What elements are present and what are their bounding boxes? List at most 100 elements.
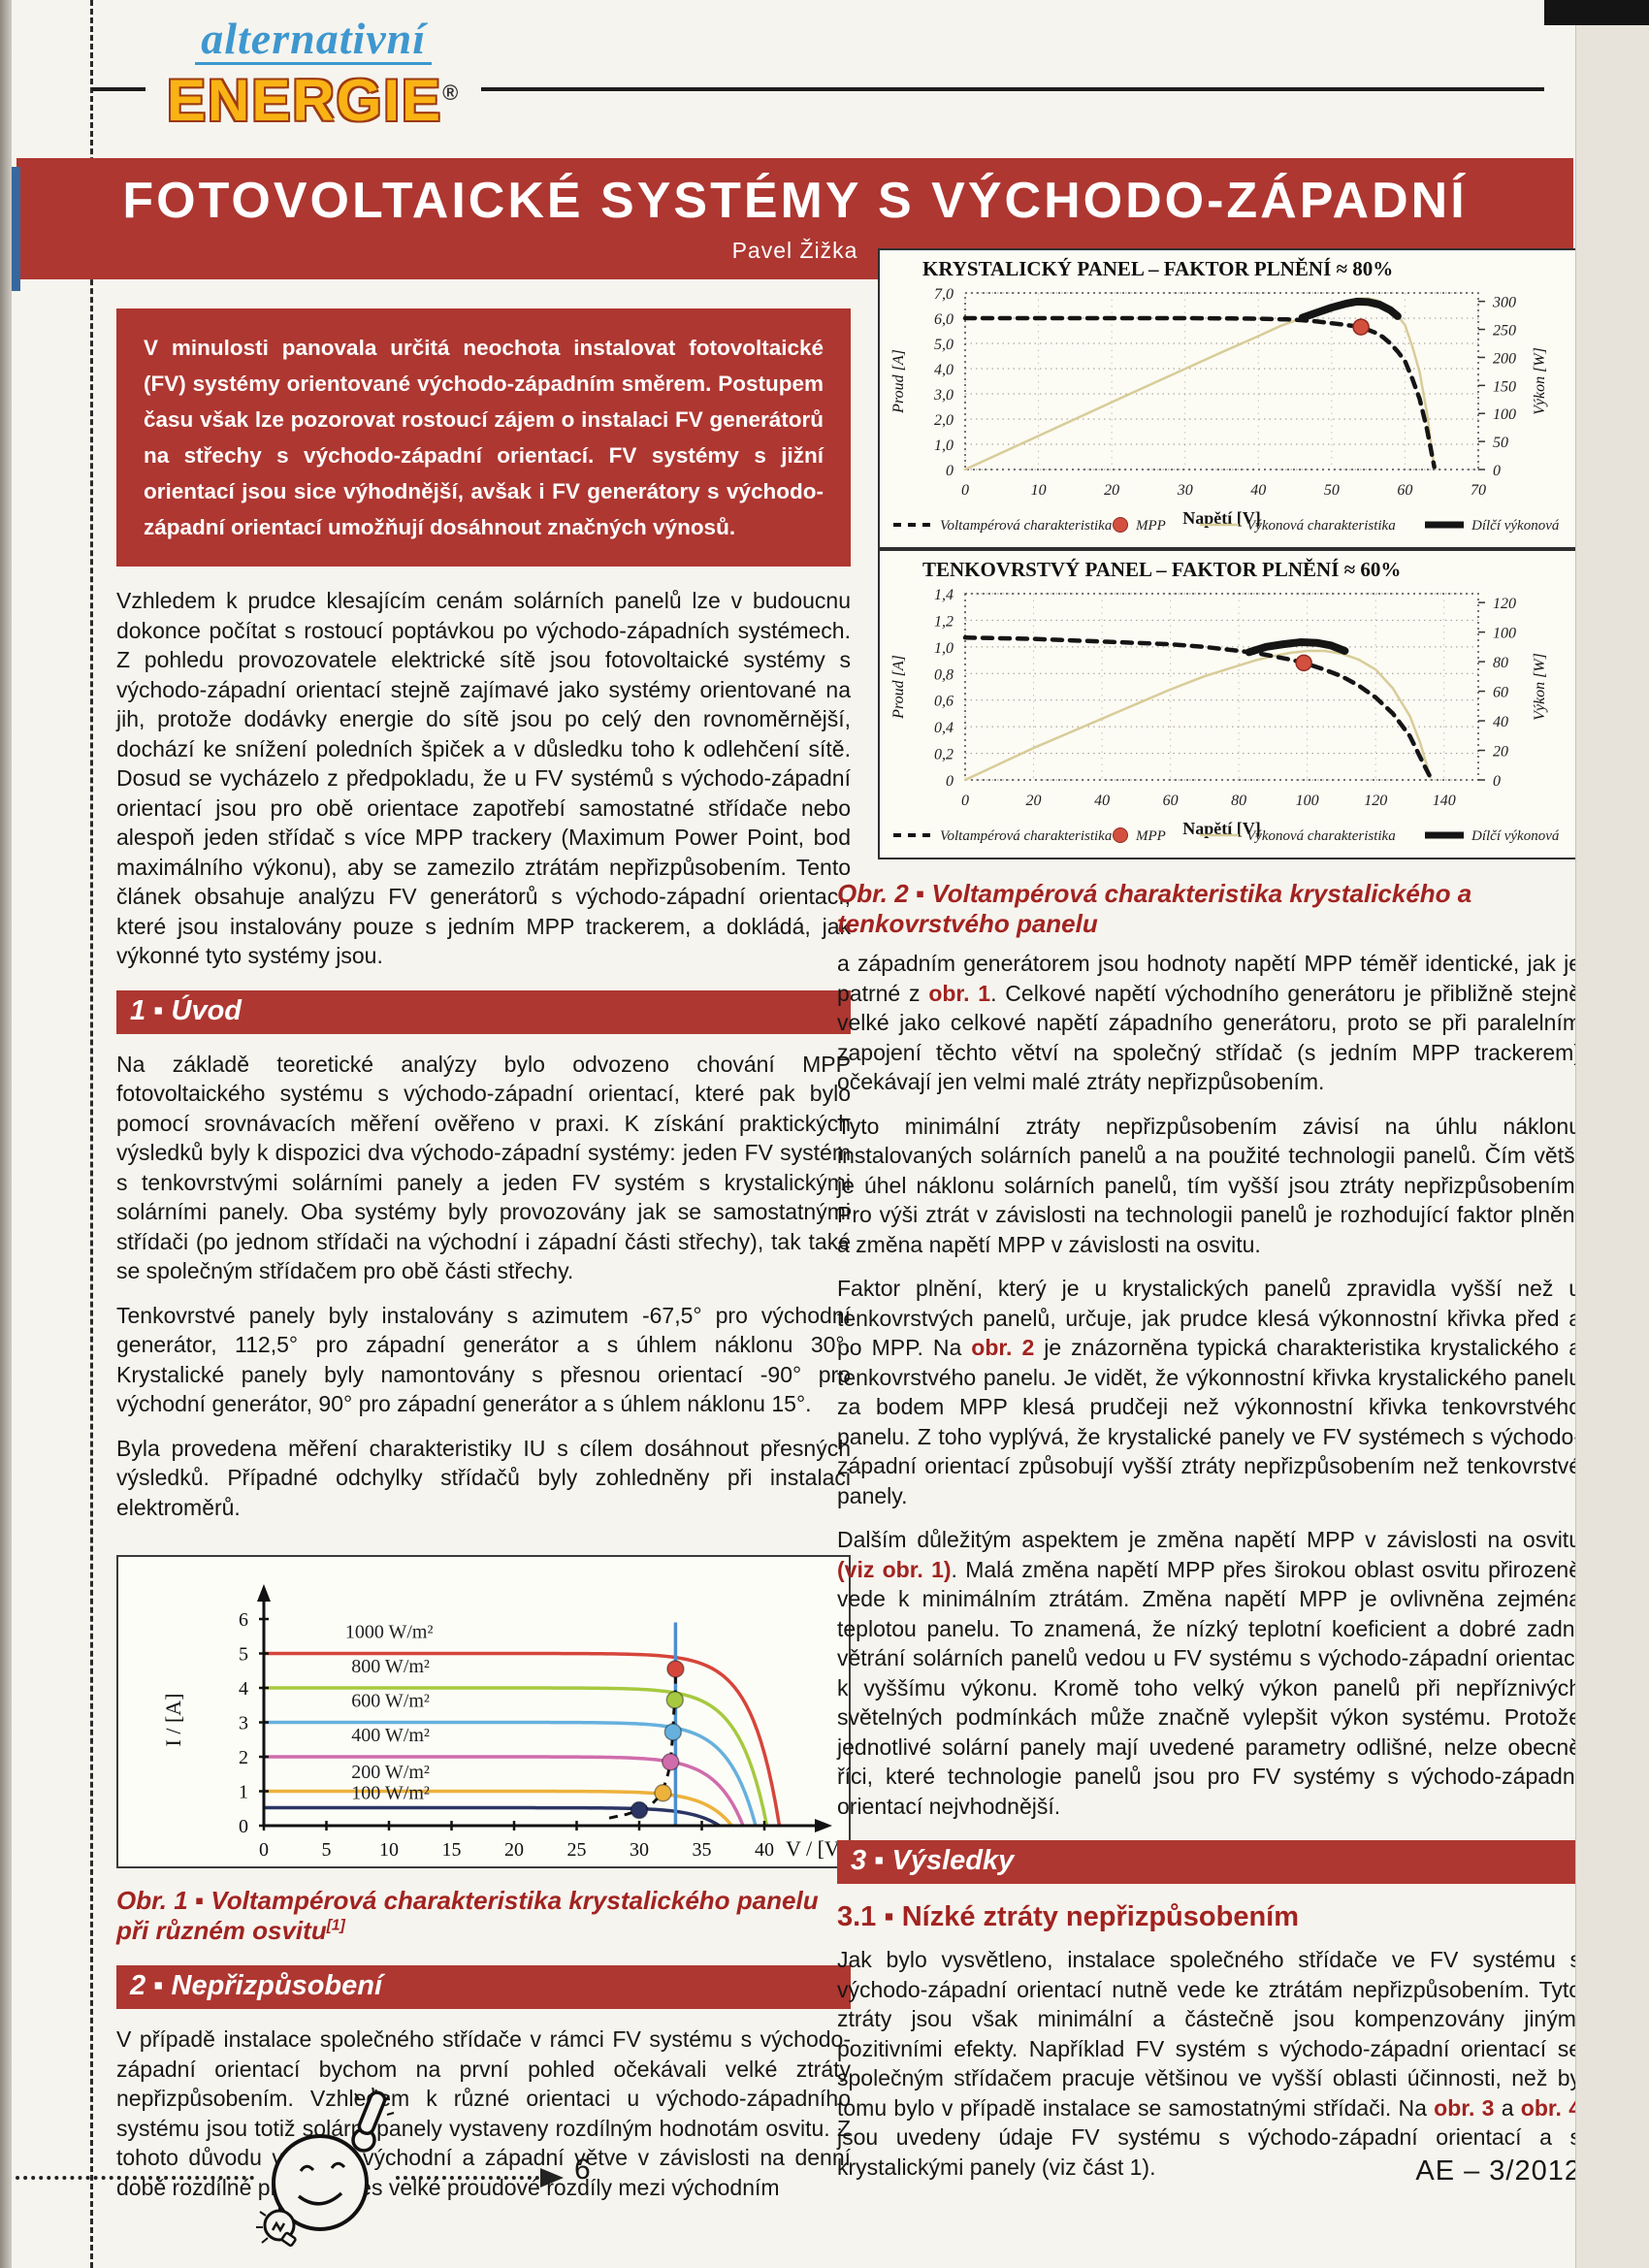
svg-text:0,6: 0,6 [934,694,954,710]
paragraph: a západním generátorem jsou hodnoty napě… [837,951,1581,1094]
svg-text:1000 W/m²: 1000 W/m² [345,1622,434,1643]
masthead-rule [92,87,1544,91]
svg-text:TENKOVRSTVÝ PANEL – FAKTOR PLN: TENKOVRSTVÝ PANEL – FAKTOR PLNĚNÍ ≈ 60% [922,558,1401,581]
svg-text:100: 100 [1493,626,1516,642]
footer-arrow-icon [540,2168,564,2187]
svg-text:10: 10 [379,1839,399,1861]
svg-text:2: 2 [239,1747,248,1768]
svg-text:1,4: 1,4 [934,587,954,603]
svg-text:70: 70 [1471,482,1486,499]
svg-text:20: 20 [1104,482,1119,499]
svg-text:60: 60 [1493,685,1508,701]
svg-text:0: 0 [239,1816,248,1837]
svg-text:120: 120 [1364,793,1387,809]
article-author: Pavel Žižka [731,238,858,263]
svg-text:0: 0 [946,463,954,479]
svg-text:200 W/m²: 200 W/m² [351,1762,430,1783]
svg-text:0: 0 [946,773,954,790]
paragraph: Dalším důležitým aspektem je změna napět… [837,1527,1582,1819]
footer-dotted-rule-right [396,2176,539,2180]
svg-text:Výkonová charakteristika: Výkonová charakteristika [1246,828,1396,844]
svg-text:35: 35 [693,1839,712,1861]
figure1-box: 0 5 10 15 20 25 30 35 40 0 1 2 3 4 5 6 V / [V] I / [A] 100… [116,1555,851,1868]
chart-tenkovrstvy-panel: 0 20 40 60 80 100 120 140 0 0,2 0,4 0,6 0,8 1,0 1,2 1,4… [890,558,1560,844]
paragraph: Jak bylo vysvětleno, instalace společnéh… [837,1947,1582,2180]
svg-text:V / [V]: V / [V] [786,1836,847,1861]
svg-text:30: 30 [1177,482,1193,499]
svg-text:4,0: 4,0 [934,362,954,378]
svg-text:MPP: MPP [1135,518,1166,534]
page-number: 6 [574,2154,591,2186]
svg-text:Výkonová charakteristika: Výkonová charakteristika [1246,518,1396,534]
chart-iv-irradiance: 0 5 10 15 20 25 30 35 40 0 1 2 3 4 5 6 V / [V] I / [A] 100… [161,1584,847,1861]
svg-text:800 W/m²: 800 W/m² [351,1656,430,1677]
svg-text:MPP: MPP [1135,828,1166,844]
logo-word-energie: ENERGIE® [167,68,461,133]
svg-text:5,0: 5,0 [934,337,954,353]
masthead-logo: alternativní ENERGIE® [146,16,482,133]
paragraph: Faktor plnění, který je u krystalických … [837,1276,1582,1508]
svg-text:4: 4 [239,1678,248,1700]
figure2-caption: Obr. 2 ▪ Voltampérová charakteristika kr… [837,879,1472,938]
svg-text:Proud [A]: Proud [A] [890,349,907,414]
svg-text:60: 60 [1397,482,1412,499]
svg-text:20: 20 [1026,793,1042,809]
svg-text:100: 100 [1296,793,1319,809]
right-column: Obr. 2 ▪ Voltampérová charakteristika kr… [837,861,1581,2196]
svg-text:20: 20 [504,1839,524,1861]
svg-text:50: 50 [1324,482,1340,499]
svg-text:60: 60 [1163,793,1179,809]
figure1-caption: Obr. 1 ▪ Voltampérová charakteristika kr… [116,1886,819,1945]
svg-text:100: 100 [1493,406,1516,423]
svg-text:0: 0 [1493,463,1501,479]
svg-text:80: 80 [1231,793,1246,809]
svg-text:40: 40 [1250,482,1266,499]
svg-text:40: 40 [755,1839,774,1861]
svg-text:0,4: 0,4 [934,720,954,736]
svg-text:Voltampérová charakteristika: Voltampérová charakteristika [940,518,1112,534]
svg-text:50: 50 [1493,435,1508,451]
paragraph: Na základě teoretické analýzy bylo odvoz… [116,1051,851,1284]
svg-text:0: 0 [961,793,969,809]
svg-text:0: 0 [1493,773,1501,790]
svg-text:0: 0 [961,482,969,499]
svg-text:Napětí [V]: Napětí [V] [1182,508,1260,528]
svg-text:120: 120 [1493,596,1516,612]
section-heading-neprizpusobeni: 2 ▪ Nepřizpůsobení [116,1965,851,2009]
svg-text:Napětí [V]: Napětí [V] [1182,819,1260,838]
section-heading-uvod: 1 ▪ Úvod [116,989,851,1034]
svg-text:2,0: 2,0 [934,412,954,429]
svg-text:300: 300 [1492,295,1516,311]
svg-text:KRYSTALICKÝ PANEL – FAKTOR PLN: KRYSTALICKÝ PANEL – FAKTOR PLNĚNÍ ≈ 80% [922,257,1393,280]
subsection-heading-nizke-ztraty: 3.1 ▪ Nízké ztráty nepřizpůsobením [837,1901,1300,1932]
paragraph: Byla provedena měření charakteristiky IU… [116,1435,851,1520]
svg-text:15: 15 [442,1839,462,1861]
svg-text:1,2: 1,2 [934,613,954,630]
logo-word-alternativni: alternativní [195,16,433,65]
svg-text:10: 10 [1031,482,1047,499]
scan-edge-left [0,0,12,2268]
svg-text:40: 40 [1493,714,1508,730]
scan-edge-right [1575,0,1649,2268]
svg-text:80: 80 [1493,655,1508,671]
paragraph: Tenkovrstvé panely byly instalovány s az… [116,1302,851,1417]
svg-text:400 W/m²: 400 W/m² [351,1725,430,1746]
footer-dotted-rule-left [8,2176,254,2180]
magazine-issue: AE – 3/2012 [1415,2155,1581,2187]
svg-text:140: 140 [1433,793,1456,809]
svg-text:250: 250 [1493,323,1516,340]
svg-text:0,2: 0,2 [934,747,954,763]
figure2-box-krystalicky: 0 10 20 30 40 50 60 70 0 1,0 2,0 3,0 4,0 5,0 6,0 7,0 0 50… [878,248,1587,549]
section-heading-vysledky: 3 ▪ Výsledky [837,1840,1581,1884]
left-dashed-rule [90,0,93,2268]
svg-text:1,0: 1,0 [934,640,954,657]
figure2-box-tenkovrstvy: 0 20 40 60 80 100 120 140 0 0,2 0,4 0,6 0,8 1,0 1,2 1,4… [878,549,1587,859]
chart-krystalicky-panel: 0 10 20 30 40 50 60 70 0 1,0 2,0 3,0 4,0 5,0 6,0 7,0 0 50… [890,257,1560,534]
svg-text:Dílčí výkonová: Dílčí výkonová [1471,828,1560,844]
svg-text:0: 0 [259,1839,269,1861]
svg-text:7,0: 7,0 [934,286,954,303]
svg-text:3: 3 [239,1713,248,1734]
svg-text:20: 20 [1493,744,1508,761]
svg-text:30: 30 [630,1839,649,1861]
